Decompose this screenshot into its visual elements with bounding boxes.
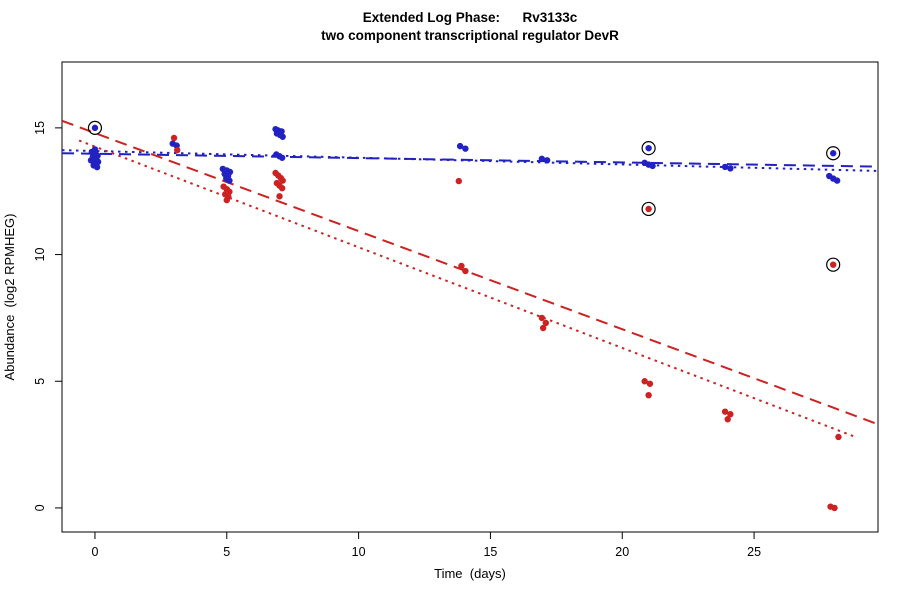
y-axis-label: Abundance (log2 RPMHEG) — [2, 214, 17, 381]
red-points — [279, 177, 286, 184]
red-points — [458, 262, 465, 270]
red-points — [542, 319, 549, 327]
red-points — [724, 416, 731, 423]
blue-points — [226, 177, 233, 184]
plot-frame — [61, 61, 879, 533]
x-tick-label: 0 — [91, 545, 98, 559]
blue-points — [91, 146, 99, 153]
circled-marker-ring — [826, 257, 841, 272]
red-points — [539, 324, 547, 332]
blue-points — [721, 163, 729, 171]
red-points — [645, 391, 652, 399]
circled-marker-ring — [641, 141, 656, 156]
circled-marker-ring — [641, 201, 656, 217]
red-points — [831, 504, 838, 512]
trend-line-red-dashed — [62, 119, 878, 426]
red-points — [455, 177, 462, 185]
circled-point — [829, 261, 837, 268]
x-tick-label: 5 — [223, 545, 230, 559]
red-points — [276, 193, 283, 200]
blue-points — [649, 162, 656, 170]
circled-point — [829, 150, 837, 157]
blue-points — [833, 177, 841, 184]
blue-points — [543, 157, 551, 164]
chart-subtitle: two component transcriptional regulator … — [321, 28, 619, 43]
x-tick-label: 25 — [747, 545, 761, 559]
blue-points — [93, 163, 101, 171]
y-tick-label: 0 — [33, 504, 47, 511]
circled-marker-ring — [87, 120, 103, 135]
y-tick-label: 15 — [33, 121, 47, 135]
red-points — [641, 378, 648, 385]
circled-point — [91, 124, 99, 132]
red-points — [646, 380, 654, 387]
chart-title: Extended Log Phase: Rv3133c — [363, 10, 578, 25]
blue-points — [538, 155, 546, 162]
red-points — [835, 433, 842, 441]
data-layer — [62, 119, 878, 512]
blue-points — [278, 154, 286, 161]
y-tick-label: 5 — [33, 378, 47, 385]
red-points — [278, 184, 286, 192]
x-axis-label: Time (days) — [434, 566, 506, 581]
y-tick-label: 10 — [33, 248, 47, 262]
circled-point — [645, 144, 652, 152]
red-points — [721, 408, 729, 415]
red-points — [538, 314, 546, 322]
blue-points — [279, 133, 286, 140]
trend-line-blue-dotted — [62, 149, 878, 172]
red-points — [174, 146, 181, 154]
red-points — [170, 134, 178, 142]
blue-points — [456, 142, 464, 150]
blue-points — [727, 165, 734, 172]
red-points — [462, 267, 469, 275]
red-points — [223, 196, 230, 204]
x-tick-label: 20 — [615, 545, 629, 559]
circled-marker-ring — [826, 146, 841, 161]
x-tick-label: 10 — [352, 545, 366, 559]
red-points — [727, 410, 734, 418]
circled-point — [645, 205, 652, 213]
trend-line-red-dotted — [78, 139, 855, 438]
blue-points — [462, 145, 469, 152]
plot-area: 0 5 10 15 20 25 0 5 10 15 — [33, 61, 879, 559]
x-tick-label: 15 — [483, 545, 497, 559]
